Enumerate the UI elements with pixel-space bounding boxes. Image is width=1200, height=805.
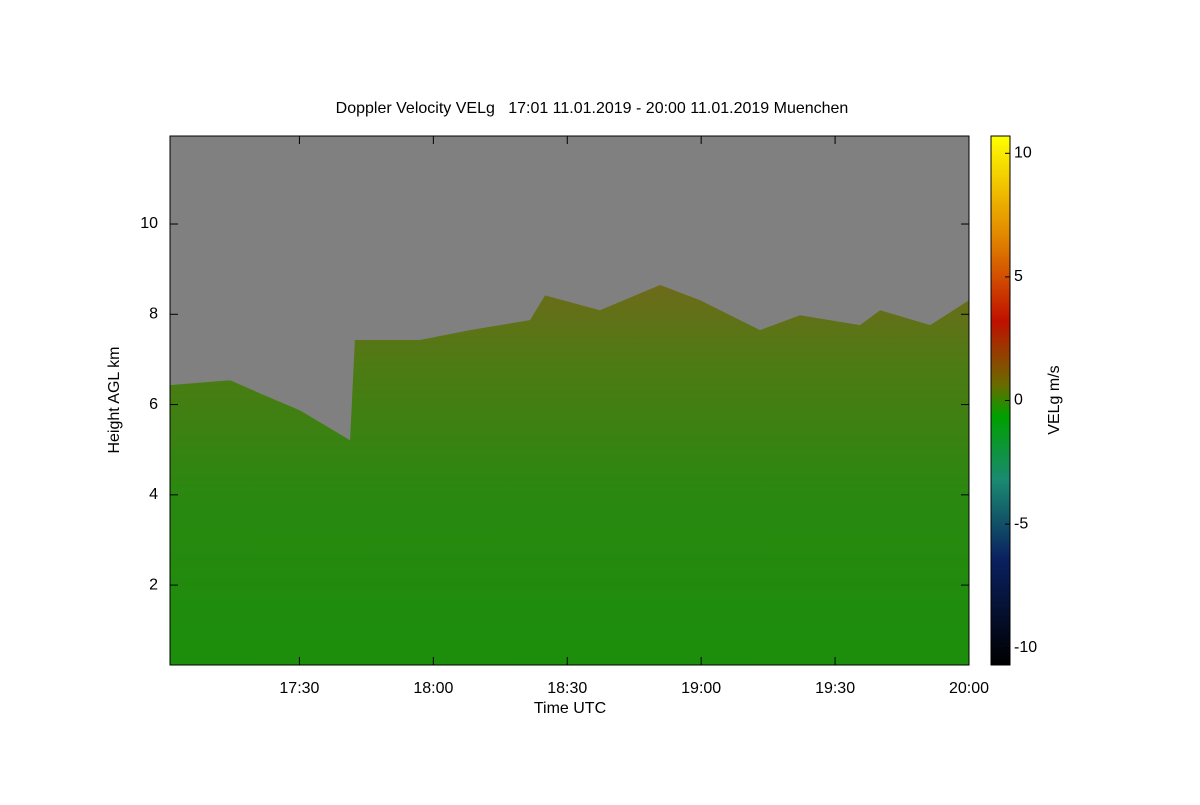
y-axis-label: Height AGL km [106,346,123,453]
x-tick-label: 18:30 [547,680,587,697]
plot-frame [169,135,970,666]
y-tick-label: 10 [140,215,158,232]
y-tick-label: 6 [149,396,158,413]
y-tick-label: 4 [149,486,158,503]
colorbar-tick-label: 10 [1014,145,1032,162]
x-tick-label: 19:30 [815,680,855,697]
colorbar-tick-label: -10 [1014,639,1037,656]
colorbar-tick-label: 5 [1014,268,1023,285]
y-tick-label: 8 [149,306,158,323]
x-tick-label: 18:00 [413,680,453,697]
x-tick-label: 20:00 [949,680,989,697]
colorbar-label: VELg m/s [1046,365,1063,434]
y-tick-label: 2 [149,576,158,593]
x-axis-label: Time UTC [534,700,606,717]
chart-title: Doppler Velocity VELg 17:01 11.01.2019 -… [336,100,849,117]
x-tick-label: 17:30 [279,680,319,697]
colorbar-tick-label: -5 [1014,515,1028,532]
x-tick-label: 19:00 [681,680,721,697]
area [170,284,970,665]
colorbar-tick-label: 0 [1014,392,1023,409]
